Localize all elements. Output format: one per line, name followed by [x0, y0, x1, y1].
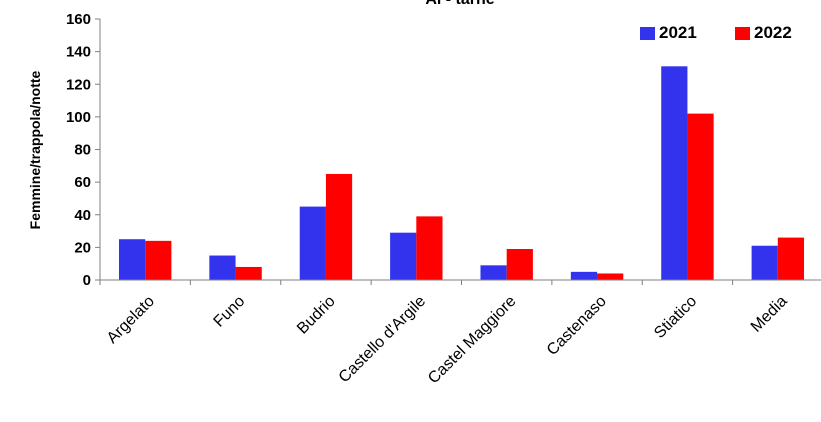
- y-tick-label: 20: [74, 239, 91, 256]
- category-label: Argelato: [104, 293, 158, 347]
- legend-label-2021: 2021: [659, 23, 697, 42]
- chart-title: Al - tarne: [425, 0, 494, 8]
- category-label: Funo: [211, 293, 249, 331]
- bar-2022-castenaso: [597, 273, 624, 280]
- y-tick-label: 60: [74, 174, 91, 191]
- bar-2022-media: [777, 237, 805, 280]
- bar-2021-castello-d-argile: [390, 232, 417, 280]
- y-tick-label: 140: [66, 44, 91, 61]
- y-tick-label: 40: [74, 207, 91, 224]
- bars: [118, 66, 805, 281]
- y-tick-label: 0: [83, 272, 91, 289]
- bar-2021-castenaso: [570, 271, 598, 280]
- bar-2022-castel-maggiore: [506, 249, 533, 280]
- legend-swatch-2022: [735, 27, 750, 40]
- bar-2022-stiatico: [687, 113, 714, 280]
- bar-2021-argelato: [118, 239, 146, 280]
- bar-2022-funo: [235, 266, 262, 280]
- y-tick-label: 80: [74, 142, 91, 159]
- bar-2021-castel-maggiore: [480, 265, 507, 280]
- category-label: Stiatico: [651, 293, 700, 342]
- y-tick-label: 160: [66, 11, 91, 28]
- legend-swatch-2021: [640, 27, 655, 40]
- category-label: Castello d'Argile: [336, 293, 429, 386]
- bar-2021-funo: [209, 255, 236, 280]
- category-label: Castel Maggiore: [425, 293, 519, 387]
- axes: [99, 19, 821, 285]
- y-tick-label: 100: [66, 109, 91, 126]
- bar-2021-budrio: [299, 206, 326, 280]
- legend: 2021 2022: [640, 23, 792, 42]
- y-tick-label: 120: [66, 76, 91, 93]
- bar-2022-argelato: [145, 240, 172, 280]
- bar-2022-castello-d-argile: [416, 216, 443, 280]
- y-axis-title: Femmine/trappola/notte: [27, 70, 43, 229]
- y-axis-ticks: 0 20 40 60 80 100 120 140 160: [66, 11, 100, 289]
- category-label: Budrio: [294, 293, 339, 338]
- bar-2021-stiatico: [661, 66, 688, 281]
- bar-2022-budrio: [325, 173, 353, 280]
- category-label: Castenaso: [544, 293, 610, 359]
- category-label: Media: [748, 293, 791, 336]
- bar-2021-media: [751, 245, 778, 280]
- legend-label-2022: 2022: [754, 23, 792, 42]
